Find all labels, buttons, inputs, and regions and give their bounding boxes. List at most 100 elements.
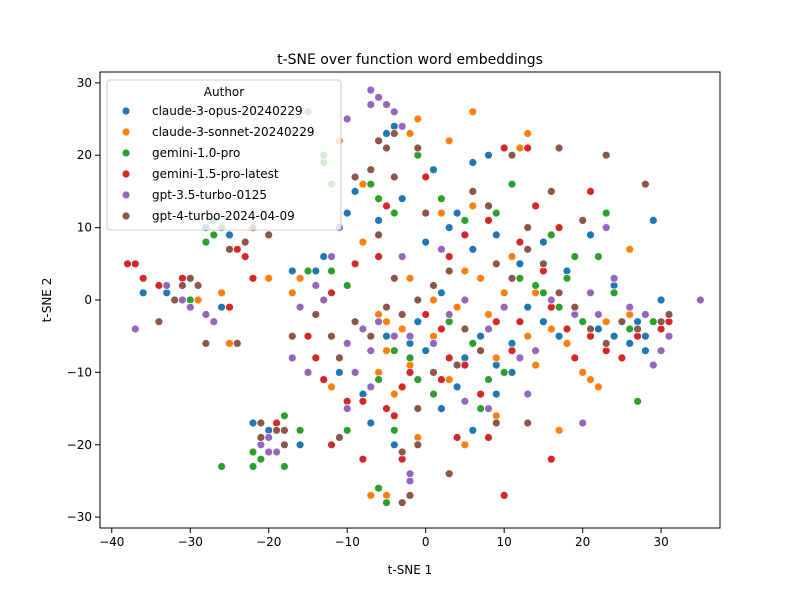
y-tick-label: −30 bbox=[67, 510, 92, 524]
data-point-series-0 bbox=[421, 346, 431, 356]
data-point-series-3 bbox=[358, 396, 368, 406]
data-point-series-0 bbox=[491, 360, 501, 370]
data-point-series-0 bbox=[342, 208, 352, 218]
data-point-series-3 bbox=[138, 273, 148, 283]
data-point-series-0 bbox=[562, 266, 572, 276]
legend: Author claude-3-opus-20240229 claude-3-so… bbox=[106, 79, 342, 231]
y-tick-label: 0 bbox=[84, 293, 92, 307]
data-point-series-0 bbox=[452, 382, 462, 392]
data-point-series-1 bbox=[476, 273, 486, 283]
data-point-series-4 bbox=[609, 273, 619, 283]
data-point-series-5 bbox=[460, 324, 470, 334]
data-point-series-4 bbox=[389, 331, 399, 341]
data-point-series-2 bbox=[570, 252, 580, 262]
data-point-series-1 bbox=[327, 382, 336, 392]
data-point-series-0 bbox=[295, 440, 305, 450]
data-point-series-2 bbox=[539, 288, 548, 298]
data-point-series-3 bbox=[539, 266, 548, 276]
data-point-series-5 bbox=[578, 215, 588, 225]
data-point-series-3 bbox=[327, 440, 336, 450]
legend-title: Author bbox=[204, 85, 244, 99]
data-point-series-4 bbox=[656, 346, 666, 356]
data-point-series-4 bbox=[405, 331, 415, 341]
data-point-series-1 bbox=[382, 317, 391, 327]
data-point-series-3 bbox=[327, 288, 336, 298]
data-point-series-5 bbox=[468, 186, 478, 196]
legend-marker bbox=[121, 148, 131, 158]
legend-entry-label: gemini-1.0-pro bbox=[152, 146, 240, 160]
data-point-series-3 bbox=[177, 273, 187, 283]
y-tick-label: 20 bbox=[77, 148, 92, 162]
data-point-series-5 bbox=[523, 418, 533, 428]
data-point-series-4 bbox=[264, 433, 274, 442]
data-point-series-3 bbox=[319, 375, 329, 385]
data-point-series-1 bbox=[405, 129, 415, 138]
data-point-series-1 bbox=[397, 324, 407, 334]
data-point-series-1 bbox=[460, 440, 470, 450]
data-point-series-2 bbox=[185, 295, 195, 305]
data-point-series-3 bbox=[397, 454, 407, 464]
data-point-series-5 bbox=[334, 433, 344, 442]
data-point-series-5 bbox=[633, 324, 642, 334]
data-point-series-2 bbox=[484, 375, 493, 385]
data-point-series-5 bbox=[327, 331, 336, 341]
data-point-series-5 bbox=[507, 273, 517, 283]
y-tick-label: −20 bbox=[67, 438, 92, 452]
data-point-series-2 bbox=[342, 425, 352, 435]
data-point-series-0 bbox=[382, 331, 391, 341]
data-point-series-2 bbox=[429, 389, 438, 399]
data-point-series-0 bbox=[468, 244, 478, 254]
data-point-series-3 bbox=[374, 252, 384, 262]
data-point-series-5 bbox=[617, 317, 627, 327]
data-point-series-2 bbox=[389, 208, 399, 218]
data-point-series-4 bbox=[570, 310, 580, 319]
legend-entry-label: gpt-3.5-turbo-0125 bbox=[152, 188, 267, 202]
data-point-series-2 bbox=[562, 273, 572, 283]
data-point-series-3 bbox=[444, 353, 454, 363]
data-point-series-4 bbox=[405, 476, 415, 486]
data-point-series-5 bbox=[397, 310, 407, 319]
data-point-series-4 bbox=[256, 440, 266, 450]
data-point-series-1 bbox=[586, 375, 595, 385]
data-point-series-3 bbox=[232, 244, 242, 254]
data-point-series-3 bbox=[421, 172, 431, 182]
data-point-series-3 bbox=[562, 324, 572, 334]
data-point-series-5 bbox=[382, 143, 391, 153]
data-point-series-4 bbox=[342, 338, 352, 348]
data-point-series-4 bbox=[311, 281, 321, 290]
data-point-series-0 bbox=[436, 404, 446, 414]
data-point-series-4 bbox=[664, 331, 674, 341]
data-point-series-4 bbox=[578, 418, 588, 428]
data-point-series-5 bbox=[546, 186, 556, 196]
legend-marker bbox=[121, 127, 131, 137]
data-point-series-1 bbox=[625, 310, 635, 319]
data-point-series-5 bbox=[256, 418, 266, 428]
data-point-series-5 bbox=[374, 230, 384, 240]
data-point-series-4 bbox=[374, 317, 384, 327]
data-point-series-0 bbox=[319, 252, 329, 262]
data-point-series-5 bbox=[170, 295, 180, 305]
legend-entry-label: gemini-1.5-pro-latest bbox=[152, 167, 279, 181]
data-point-series-4 bbox=[350, 367, 360, 377]
data-point-series-0 bbox=[539, 317, 548, 327]
data-point-series-5 bbox=[397, 447, 407, 457]
data-point-series-2 bbox=[201, 237, 211, 247]
data-point-series-1 bbox=[382, 490, 391, 500]
data-point-series-5 bbox=[225, 244, 234, 254]
data-point-series-1 bbox=[507, 252, 517, 262]
data-point-series-3 bbox=[303, 331, 313, 341]
data-point-series-5 bbox=[389, 273, 399, 283]
data-point-series-0 bbox=[421, 237, 431, 247]
data-point-series-1 bbox=[264, 273, 274, 283]
data-point-series-0 bbox=[554, 331, 564, 341]
data-point-series-4 bbox=[436, 244, 446, 254]
data-point-series-3 bbox=[311, 353, 321, 363]
data-point-series-4 bbox=[499, 302, 509, 312]
data-point-series-1 bbox=[562, 338, 572, 348]
data-point-series-4 bbox=[303, 367, 313, 377]
data-point-series-2 bbox=[389, 425, 399, 435]
data-point-series-3 bbox=[515, 237, 525, 247]
data-point-series-5 bbox=[154, 317, 164, 327]
data-point-series-1 bbox=[594, 382, 603, 392]
data-point-series-0 bbox=[648, 215, 658, 225]
